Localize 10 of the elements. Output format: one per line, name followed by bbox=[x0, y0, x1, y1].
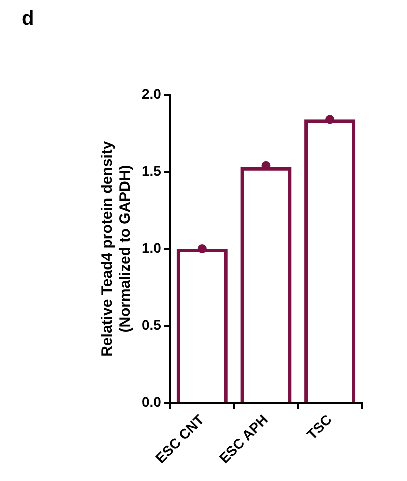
point bbox=[326, 115, 335, 124]
text: d bbox=[22, 8, 34, 31]
y-tick-label: 2.0 bbox=[142, 86, 162, 102]
y-tick-label: 0.0 bbox=[142, 394, 162, 410]
y-axis-title: Relative Tead4 protein density (Normalized to GAPDH) bbox=[99, 140, 134, 357]
y-tick-label: 1.5 bbox=[142, 162, 162, 179]
y-tick-label: 0.5 bbox=[142, 316, 162, 333]
y-tick-label: 1.0 bbox=[142, 240, 162, 256]
x-tick-label: TSC bbox=[304, 412, 335, 443]
point bbox=[198, 244, 207, 254]
